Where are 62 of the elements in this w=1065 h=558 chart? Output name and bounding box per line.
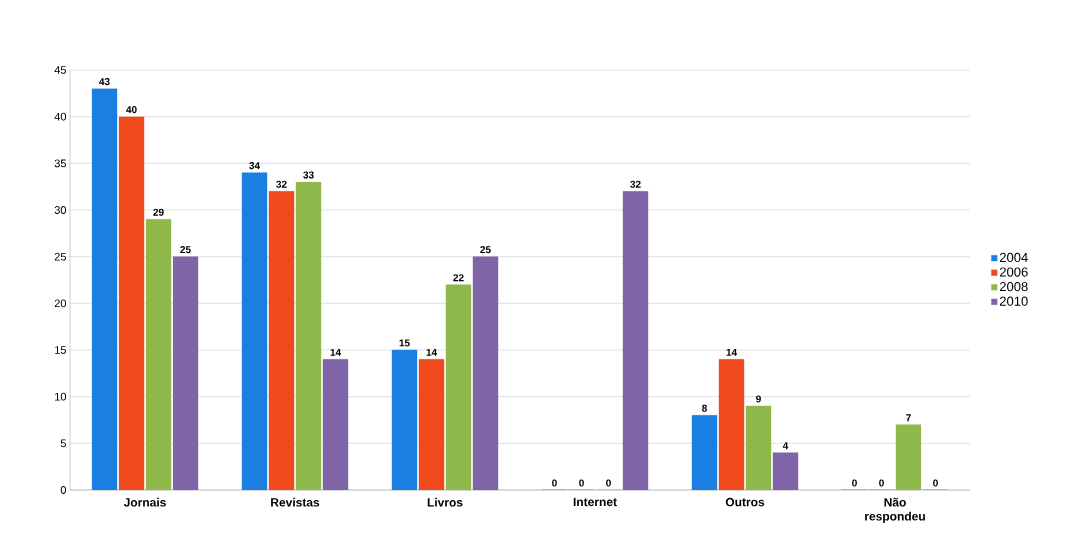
legend-label: 2006 [999,267,1028,277]
data-label: 7 [906,414,911,422]
data-label: 0 [852,479,857,487]
x-tick-label: Jornais [123,497,166,507]
legend-label: 2004 [999,252,1028,263]
data-label: 40 [126,106,137,114]
data-label: 0 [552,479,557,487]
y-tick-label: 40 [54,112,67,121]
bar [718,359,745,490]
data-label: 14 [726,348,738,356]
data-label: 32 [276,180,287,188]
bar [118,116,145,490]
data-label: 8 [702,404,707,412]
bar [445,284,472,490]
data-label: 0 [879,479,884,487]
bar [172,256,199,490]
data-label: 0 [606,479,611,487]
bar [322,359,349,490]
y-tick-label: 5 [60,439,66,448]
bar [295,181,322,490]
bar [472,256,499,490]
x-tick-label: Internet [573,497,617,507]
data-label: 14 [426,348,438,356]
bar [691,415,718,490]
y-tick-label: 15 [55,346,66,354]
data-label: 0 [579,479,584,487]
y-tick-label: 30 [54,206,67,214]
data-label: 33 [303,171,314,179]
data-label: 14 [330,348,342,356]
x-tick-label: Livros [427,497,463,507]
x-tick-label: Não respondeu [865,497,925,523]
bar [418,359,445,490]
data-label: 22 [453,274,464,282]
y-tick-label: 0 [60,486,67,494]
y-tick-label: 20 [54,299,67,308]
bar [145,219,172,490]
bar [391,349,418,490]
data-label: 25 [180,246,191,254]
data-label: 34 [249,162,261,170]
y-tick-label: 35 [54,159,66,168]
legend-label: 2010 [999,296,1028,306]
bar [241,172,268,490]
data-label: 4 [782,442,789,450]
legend-label: 2008 [999,282,1028,292]
bar [895,424,922,490]
data-label: 25 [480,246,491,254]
y-tick-label: 25 [54,252,66,261]
bar [622,191,649,490]
data-label: 43 [99,78,110,86]
bar [268,191,295,490]
x-tick-label: Outros [725,497,765,507]
bar [772,452,799,490]
y-tick-label: 10 [55,392,67,401]
bar [745,405,772,490]
y-tick-label: 45 [54,66,66,74]
data-label: 15 [399,339,410,347]
data-label: 0 [933,479,938,487]
x-tick-label: Revistas [271,497,320,507]
bar [91,88,118,490]
data-label: 9 [756,395,761,403]
data-label: 32 [630,180,641,188]
data-label: 29 [153,208,164,216]
